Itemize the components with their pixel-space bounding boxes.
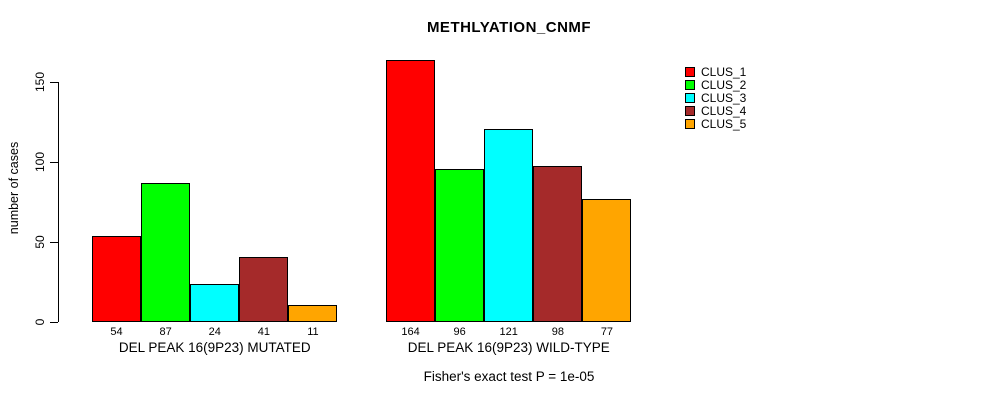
bar-value-label: 24 <box>208 326 221 338</box>
bar-value-label: 77 <box>600 326 614 338</box>
bar-value-label: 121 <box>499 326 518 338</box>
chart-title: METHLYATION_CNMF <box>426 19 592 36</box>
legend-swatch-clus_3 <box>685 93 695 103</box>
y-tick <box>50 82 58 84</box>
legend-swatch-clus_4 <box>685 106 695 116</box>
legend-label-clus_2: CLUS_2 <box>701 78 747 92</box>
y-tick-label: 100 <box>33 152 47 173</box>
bar-clus_4 <box>239 256 289 323</box>
legend-swatch-clus_5 <box>685 119 695 129</box>
bar-clus_1 <box>92 235 142 323</box>
bar-value-label: 87 <box>159 326 172 338</box>
bar-clus_1 <box>386 59 436 323</box>
legend-label-clus_4: CLUS_4 <box>701 104 747 118</box>
bar-value-label: 41 <box>257 326 270 338</box>
y-tick <box>50 162 58 164</box>
y-tick-label: 150 <box>33 72 47 93</box>
legend-swatch-clus_1 <box>685 67 695 77</box>
legend-label-clus_1: CLUS_1 <box>701 65 747 79</box>
y-axis-label: number of cases <box>7 141 21 235</box>
bar-value-label: 98 <box>551 326 564 338</box>
fisher-test-note: Fisher's exact test P = 1e-05 <box>423 369 595 384</box>
y-tick <box>50 242 58 244</box>
bar-clus_4 <box>533 165 583 323</box>
y-tick-label: 0 <box>33 318 47 326</box>
legend-label-clus_5: CLUS_5 <box>701 117 747 131</box>
bar-value-label: 164 <box>401 326 420 338</box>
bar-clus_5 <box>288 304 338 323</box>
category-label: DEL PEAK 16(9P23) MUTATED <box>118 340 311 355</box>
bar-clus_2 <box>141 183 191 323</box>
category-label: DEL PEAK 16(9P23) WILD-TYPE <box>407 340 610 355</box>
legend-label-clus_3: CLUS_3 <box>701 91 747 105</box>
y-axis-line <box>58 82 59 323</box>
bar-clus_3 <box>190 283 240 323</box>
bar-value-label: 11 <box>307 326 319 338</box>
bar-clus_3 <box>484 128 534 323</box>
y-tick-label: 50 <box>33 235 47 249</box>
y-tick <box>50 322 58 324</box>
bar-clus_5 <box>582 199 632 323</box>
bar-clus_2 <box>435 168 485 323</box>
legend-swatch-clus_2 <box>685 80 695 90</box>
bar-value-label: 96 <box>453 326 466 338</box>
bar-value-label: 54 <box>110 326 123 338</box>
